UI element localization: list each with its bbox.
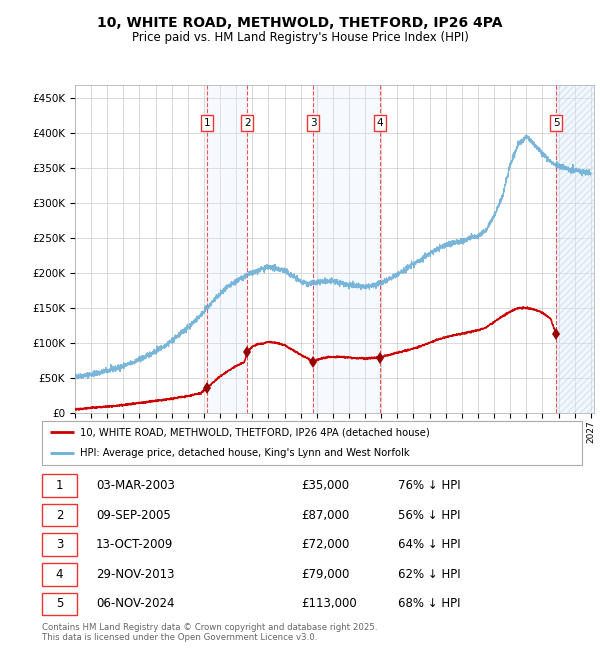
Bar	[556, 84, 594, 413]
Text: 68% ↓ HPI: 68% ↓ HPI	[398, 597, 461, 610]
FancyBboxPatch shape	[42, 593, 77, 616]
Bar	[206, 84, 247, 413]
Text: 64% ↓ HPI: 64% ↓ HPI	[398, 538, 461, 551]
FancyBboxPatch shape	[42, 533, 77, 556]
FancyBboxPatch shape	[42, 504, 77, 526]
Text: 2: 2	[56, 508, 64, 521]
FancyBboxPatch shape	[42, 563, 77, 586]
Text: HPI: Average price, detached house, King's Lynn and West Norfolk: HPI: Average price, detached house, King…	[80, 448, 409, 458]
Text: 4: 4	[56, 568, 64, 581]
Text: 10, WHITE ROAD, METHWOLD, THETFORD, IP26 4PA (detached house): 10, WHITE ROAD, METHWOLD, THETFORD, IP26…	[80, 428, 430, 437]
Text: 3: 3	[56, 538, 63, 551]
Text: £87,000: £87,000	[301, 508, 349, 521]
Text: 3: 3	[310, 118, 317, 128]
Text: 13-OCT-2009: 13-OCT-2009	[96, 538, 173, 551]
Text: 5: 5	[56, 597, 63, 610]
Text: 1: 1	[203, 118, 210, 128]
Text: 62% ↓ HPI: 62% ↓ HPI	[398, 568, 461, 581]
Text: 10, WHITE ROAD, METHWOLD, THETFORD, IP26 4PA: 10, WHITE ROAD, METHWOLD, THETFORD, IP26…	[97, 16, 503, 31]
Bar	[313, 84, 380, 413]
Text: 09-SEP-2005: 09-SEP-2005	[96, 508, 171, 521]
Text: 03-MAR-2003: 03-MAR-2003	[96, 479, 175, 492]
Text: £113,000: £113,000	[301, 597, 357, 610]
Text: Price paid vs. HM Land Registry's House Price Index (HPI): Price paid vs. HM Land Registry's House …	[131, 31, 469, 44]
Text: £79,000: £79,000	[301, 568, 350, 581]
Text: 4: 4	[376, 118, 383, 128]
Text: 29-NOV-2013: 29-NOV-2013	[96, 568, 175, 581]
Text: 1: 1	[56, 479, 64, 492]
Text: £72,000: £72,000	[301, 538, 350, 551]
Text: Contains HM Land Registry data © Crown copyright and database right 2025.
This d: Contains HM Land Registry data © Crown c…	[42, 623, 377, 642]
Text: 56% ↓ HPI: 56% ↓ HPI	[398, 508, 461, 521]
Text: 2: 2	[244, 118, 251, 128]
Text: 5: 5	[553, 118, 559, 128]
Text: £35,000: £35,000	[301, 479, 349, 492]
FancyBboxPatch shape	[42, 474, 77, 497]
Text: 76% ↓ HPI: 76% ↓ HPI	[398, 479, 461, 492]
Bar	[556, 84, 594, 413]
Text: 06-NOV-2024: 06-NOV-2024	[96, 597, 175, 610]
